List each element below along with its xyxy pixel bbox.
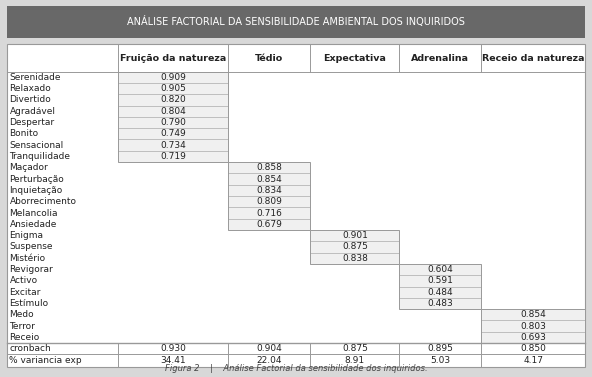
Text: Excitar: Excitar — [9, 288, 41, 297]
Text: Relaxado: Relaxado — [9, 84, 52, 93]
Text: Tédio: Tédio — [255, 54, 284, 63]
Text: 0.693: 0.693 — [520, 333, 546, 342]
Text: Ansiedade: Ansiedade — [9, 220, 57, 229]
Text: 0.716: 0.716 — [256, 208, 282, 218]
Text: 0.854: 0.854 — [520, 310, 546, 319]
Text: Mistério: Mistério — [9, 254, 46, 263]
Text: 0.834: 0.834 — [256, 186, 282, 195]
Text: Figura 2    |    Análise Factorial da sensibilidade dos inquiridos.: Figura 2 | Análise Factorial da sensibil… — [165, 364, 427, 373]
Text: 0.809: 0.809 — [256, 197, 282, 206]
Text: Expectativa: Expectativa — [323, 54, 387, 63]
Bar — [310, 230, 400, 264]
Text: Terror: Terror — [9, 322, 36, 331]
Bar — [118, 72, 229, 162]
Text: Suspense: Suspense — [9, 242, 53, 251]
Text: 0.604: 0.604 — [427, 265, 453, 274]
Bar — [7, 44, 585, 367]
Text: 0.905: 0.905 — [160, 84, 186, 93]
Text: Serenidade: Serenidade — [9, 73, 61, 82]
Text: Fruição da natureza: Fruição da natureza — [120, 54, 226, 63]
Text: 4.17: 4.17 — [523, 356, 543, 365]
Text: 0.790: 0.790 — [160, 118, 186, 127]
Text: Revigorar: Revigorar — [9, 265, 53, 274]
Text: 0.850: 0.850 — [520, 344, 546, 353]
Text: ANÁLISE FACTORIAL DA SENSIBILIDADE AMBIENTAL DOS INQUIRIDOS: ANÁLISE FACTORIAL DA SENSIBILIDADE AMBIE… — [127, 16, 465, 27]
Text: Receio: Receio — [9, 333, 40, 342]
Text: 0.820: 0.820 — [160, 95, 186, 104]
Text: Activo: Activo — [9, 276, 38, 285]
Bar — [400, 264, 481, 309]
Text: Inquietação: Inquietação — [9, 186, 63, 195]
Text: Tranquilidade: Tranquilidade — [9, 152, 70, 161]
Text: 0.854: 0.854 — [256, 175, 282, 184]
Text: Estímulo: Estímulo — [9, 299, 49, 308]
Text: 0.858: 0.858 — [256, 163, 282, 172]
Text: 5.03: 5.03 — [430, 356, 451, 365]
Text: Maçador: Maçador — [9, 163, 48, 172]
Text: 0.749: 0.749 — [160, 129, 186, 138]
Bar — [481, 309, 585, 343]
Text: 8.91: 8.91 — [345, 356, 365, 365]
Text: % variancia exp: % variancia exp — [9, 356, 82, 365]
Text: 0.901: 0.901 — [342, 231, 368, 240]
Bar — [229, 162, 310, 230]
Text: 0.838: 0.838 — [342, 254, 368, 263]
Text: Divertido: Divertido — [9, 95, 52, 104]
Text: Perturbação: Perturbação — [9, 175, 64, 184]
Text: 0.875: 0.875 — [342, 344, 368, 353]
Text: 0.930: 0.930 — [160, 344, 186, 353]
Text: 0.875: 0.875 — [342, 242, 368, 251]
Text: 0.484: 0.484 — [427, 288, 453, 297]
Text: Bonito: Bonito — [9, 129, 38, 138]
Text: 0.804: 0.804 — [160, 107, 186, 116]
Text: Receio da natureza: Receio da natureza — [482, 54, 584, 63]
Text: Medo: Medo — [9, 310, 34, 319]
Text: 0.909: 0.909 — [160, 73, 186, 82]
Text: cronbach: cronbach — [9, 344, 52, 353]
Text: Despertar: Despertar — [9, 118, 54, 127]
Text: 0.719: 0.719 — [160, 152, 186, 161]
Text: 22.04: 22.04 — [256, 356, 282, 365]
Text: 0.483: 0.483 — [427, 299, 453, 308]
Bar — [7, 6, 585, 38]
Text: Enigma: Enigma — [9, 231, 43, 240]
Text: 0.904: 0.904 — [256, 344, 282, 353]
Text: Melancolia: Melancolia — [9, 208, 58, 218]
Text: Agradável: Agradável — [9, 107, 56, 116]
Text: Sensacional: Sensacional — [9, 141, 64, 150]
Text: 0.895: 0.895 — [427, 344, 453, 353]
Text: 0.734: 0.734 — [160, 141, 186, 150]
Text: 0.803: 0.803 — [520, 322, 546, 331]
Text: Adrenalina: Adrenalina — [411, 54, 469, 63]
Text: 0.679: 0.679 — [256, 220, 282, 229]
Text: Aborrecimento: Aborrecimento — [9, 197, 76, 206]
Text: 0.591: 0.591 — [427, 276, 453, 285]
Text: 34.41: 34.41 — [160, 356, 186, 365]
